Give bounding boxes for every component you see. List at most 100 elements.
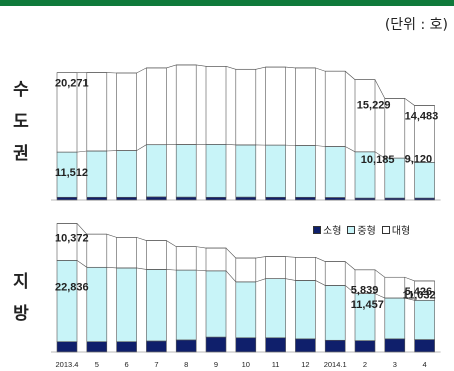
bar-segment-대형: [146, 67, 167, 146]
region-char: 방: [13, 304, 29, 324]
bar-segment-중형: [295, 280, 316, 340]
x-tick-label: 2013.4: [56, 360, 79, 369]
x-tick-label: 11: [272, 360, 280, 369]
x-tick-label: 9: [214, 360, 218, 369]
bar-segment-대형: [116, 237, 137, 269]
bar-segment-소형: [146, 196, 167, 201]
data-label: 15,229: [357, 99, 391, 111]
legend-swatch: [347, 225, 356, 234]
bar-segment-대형: [175, 64, 197, 145]
data-label: 14,483: [405, 111, 439, 123]
bar-segment-소형: [175, 196, 197, 201]
x-tick-label: 10: [242, 360, 250, 369]
bar-segment-중형: [414, 299, 435, 340]
bar-segment-중형: [116, 150, 137, 198]
data-label: 11,457: [351, 299, 384, 311]
data-label: 11,032: [403, 289, 436, 301]
x-tick-label: 2014.1: [324, 360, 347, 369]
bar-segment-소형: [265, 196, 286, 201]
bar-segment-중형: [324, 146, 346, 198]
bar-segment-중형: [86, 266, 108, 342]
legend-item: 대형: [381, 222, 411, 237]
legend: 소형 중형 대형: [313, 222, 410, 237]
bar-segment-대형: [86, 72, 108, 152]
bar-segment-소형: [116, 341, 137, 353]
chart-panel-capital: 20,271 11,512 15,229 14,483 10,185 9,120: [51, 64, 441, 201]
bar-segment-중형: [414, 161, 435, 199]
bar-segment-대형: [205, 66, 227, 145]
bar-segment-소형: [295, 196, 316, 201]
region-char: 지: [13, 272, 29, 292]
bar-segment-소형: [235, 337, 257, 353]
data-label: 22,836: [55, 281, 89, 293]
bar-segment-소형: [354, 340, 376, 353]
bar-segment-중형: [384, 297, 406, 340]
bar-segment-중형: [324, 285, 346, 341]
data-label: 11,512: [55, 167, 88, 179]
chart-panel-provincial: 10,372 22,836 5,839 5,426 11,457 11,032 2013.4…: [51, 223, 441, 369]
bar-segment-대형: [235, 257, 257, 283]
bar-segment-대형: [295, 67, 316, 146]
legend-item: 중형: [347, 222, 376, 237]
legend-label: 대형: [391, 226, 411, 237]
bar-segment-소형: [324, 339, 346, 353]
top-connector-line: [57, 223, 435, 282]
bar-segment-중형: [205, 144, 227, 198]
bar-segment-중형: [146, 144, 167, 198]
bar-segment-소형: [86, 196, 108, 201]
legend-label: 소형: [323, 226, 342, 237]
x-tick-label: 7: [154, 360, 158, 369]
data-label: 5,839: [351, 284, 379, 296]
bar-segment-대형: [295, 257, 316, 281]
bar-segment-중형: [235, 281, 257, 339]
top-connector-line: [57, 64, 435, 106]
data-label: 20,271: [55, 78, 89, 90]
bar-segment-대형: [116, 72, 137, 151]
unit-label: (단위 : 호): [384, 17, 448, 33]
bar-segment-소형: [384, 338, 406, 353]
x-tick-label: 3: [393, 360, 397, 369]
bar-segment-중형: [265, 144, 286, 198]
bar-segment-소형: [116, 196, 137, 201]
bar-segment-중형: [265, 278, 286, 339]
mid-connector-line: [57, 144, 435, 163]
bar-segment-소형: [235, 196, 257, 201]
bar-segment-중형: [295, 145, 316, 198]
bar-segment-대형: [265, 256, 286, 279]
mid-connector-line: [57, 260, 435, 301]
bar-segment-소형: [56, 196, 78, 201]
x-tick-label: 12: [301, 360, 309, 369]
bar-segment-소형: [205, 196, 227, 201]
bar-segment-소형: [86, 341, 108, 353]
bar-segment-대형: [324, 261, 346, 286]
x-tick-label: 4: [423, 360, 427, 369]
bar-segment-대형: [205, 247, 227, 272]
bar-segment-대형: [324, 70, 346, 147]
data-label: 5,426: [405, 286, 433, 298]
bar-segment-소형: [295, 338, 316, 353]
region-char: 권: [13, 144, 29, 164]
bar-segment-소형: [414, 339, 435, 353]
bar-segment-대형: [235, 68, 257, 146]
bar-segment-중형: [175, 144, 197, 198]
bar-segment-대형: [175, 246, 197, 271]
bar-segment-대형: [265, 66, 286, 146]
bar-segment-소형: [324, 197, 346, 201]
bar-segment-소형: [205, 336, 227, 353]
bar-segment-중형: [235, 144, 257, 198]
data-label: 10,372: [55, 232, 89, 244]
x-tick-label: 2: [363, 360, 367, 369]
bar-segment-소형: [56, 341, 78, 353]
legend-swatch: [313, 225, 321, 234]
region-char: 도: [13, 112, 29, 132]
bar-segment-소형: [146, 340, 167, 353]
legend-item: 소형: [313, 222, 341, 237]
x-tick-label: 5: [95, 360, 99, 369]
bar-segment-대형: [146, 240, 167, 270]
bar-segment-소형: [265, 337, 286, 353]
bar-segment-중형: [205, 270, 227, 338]
legend-label: 중형: [357, 226, 376, 237]
